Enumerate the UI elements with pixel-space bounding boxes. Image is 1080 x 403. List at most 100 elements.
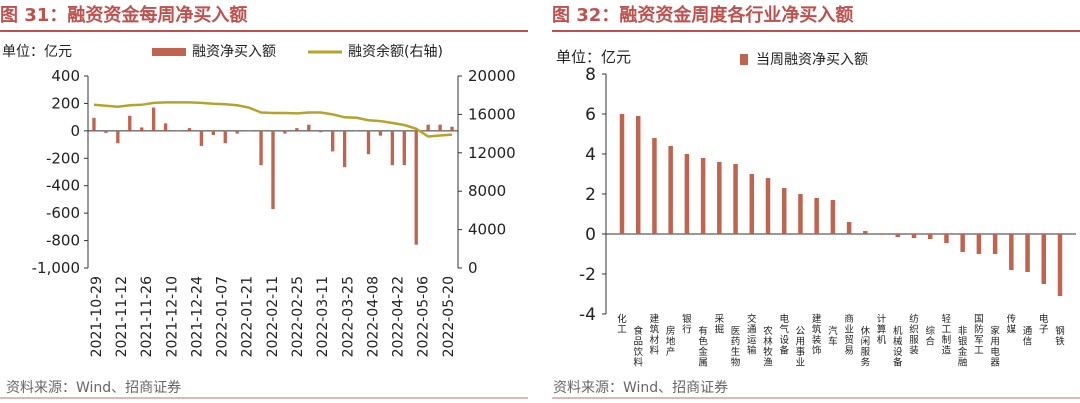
industry-net-buy-bar [635,116,641,234]
industry-net-buy-bar [1057,234,1063,296]
left-y-tick-label: -200 [46,149,80,167]
right-y-tick-label: 12000 [468,144,516,162]
industry-category-label: 公用事业 [796,326,806,369]
net-buy-bar [151,107,156,131]
net-buy-bar [331,130,335,152]
industry-category-label: 纺织服装 [909,313,919,357]
right-chart-y-tick-label: 4 [585,145,596,165]
left-x-tick-label: 2022-01-07 [215,276,231,357]
net-buy-bar [247,130,251,132]
right-chart-y-tick-label: 6 [585,105,596,125]
left-x-tick-label: 2022-05-06 [416,276,432,357]
net-buy-bar [104,130,108,133]
left-x-tick-label: 2022-03-11 [315,276,331,357]
industry-net-buy-bar [814,198,819,234]
industry-category-label: 通信 [1023,326,1033,348]
right-chart-title: 图 32：融资资金周度各行业净买入额 [552,5,854,26]
right-y-tick-label: 16000 [468,105,516,123]
industry-net-buy-bar [992,234,998,254]
industry-net-buy-bar [1041,234,1047,284]
industry-category-label: 采掘 [715,314,725,336]
left-x-tick-label: 2022-05-20 [441,276,457,357]
industry-category-label: 交通运输 [747,313,757,357]
industry-category-label: 电子 [1039,313,1049,336]
industry-net-buy-bar [781,188,787,234]
left-x-tick-label: 2022-01-21 [240,276,256,357]
industry-category-label: 建筑材料 [650,313,660,357]
industry-net-buy-bar [717,162,722,234]
net-buy-bar [199,130,204,146]
net-buy-bar [402,130,406,166]
industry-net-buy-bar [879,234,884,235]
industry-category-label: 银行 [682,313,692,336]
left-x-tick-label: 2022-03-25 [340,276,356,357]
left-x-tick-label: 2021-11-12 [114,276,130,357]
net-buy-bar [438,124,442,131]
right-bottom-rule [552,397,1080,399]
legend-line-label: 融资余额(右轴) [348,43,443,60]
net-buy-bar [283,130,287,134]
net-buy-bar [211,130,215,135]
net-buy-bar [116,130,120,144]
industry-category-label: 计算机 [877,313,887,346]
industry-category-label: 有色金属 [698,325,708,369]
left-x-tick-label: 2022-02-11 [265,276,281,357]
net-buy-bar [354,130,359,132]
net-buy-bar [92,117,96,131]
industry-net-buy-bar [863,231,868,234]
net-buy-bar [140,127,144,131]
right-source-note: 资料来源：Wind、招商证券 [553,380,729,396]
net-buy-bar [378,130,383,136]
industry-category-label: 食品饮料 [633,325,643,369]
net-buy-bar [390,130,395,166]
net-buy-bar [366,130,371,155]
industry-category-label: 非银金融 [958,325,968,369]
right-title-rule [552,30,1080,32]
industry-net-buy-bar [927,234,933,239]
net-buy-bar [295,128,299,131]
right-y-tick-label: 8000 [468,182,506,200]
industry-category-label: 国防军工 [974,314,984,357]
balance-line [93,101,453,138]
net-buy-bar [128,115,132,131]
left-title-rule [0,30,528,32]
industry-category-label: 综合 [925,325,935,348]
industry-net-buy-bar [960,234,965,252]
right-y-tick-label: 4000 [468,221,506,239]
industry-net-buy-bar [652,138,657,234]
industry-category-label: 机械设备 [893,325,903,369]
right-unit-label: 单位：亿元 [556,48,631,66]
industry-net-buy-bar [619,114,625,234]
net-buy-bar [223,130,227,144]
left-y-tick-label: 0 [70,122,80,140]
industry-net-buy-bar [765,178,771,234]
industry-category-label: 化工 [617,313,627,336]
industry-category-label: 传媒 [1007,313,1017,336]
left-x-tick-label: 2022-04-22 [391,276,407,357]
industry-category-label: 农林牧渔 [763,325,773,369]
legend-bar-swatch [152,48,186,56]
left-bottom-rule [0,397,528,399]
left-y-tick-label: 200 [51,94,80,112]
right-y-tick-label: 0 [468,259,478,277]
net-buy-bar [175,130,180,132]
industry-net-buy-bar [700,158,706,234]
net-buy-bar [235,130,239,134]
left-x-tick-label: 2021-10-29 [89,276,105,357]
left-y-tick-label: -800 [46,232,80,250]
left-x-tick-label: 2022-04-08 [365,276,381,357]
right-chart-y-tick-label: 2 [585,185,596,205]
left-unit-label: 单位：亿元 [2,44,72,60]
industry-category-label: 钢铁 [1055,325,1065,348]
industry-net-buy-bar [749,174,755,234]
industry-category-label: 医药生物 [731,326,741,369]
industry-category-label: 商业贸易 [844,313,854,357]
left-y-tick-label: 400 [51,67,80,85]
industry-net-buy-bar [895,234,901,237]
net-buy-bar [450,126,454,131]
right-chart-y-tick-label: -4 [579,305,596,325]
left-y-tick-label: -1,000 [32,259,80,277]
industry-net-buy-bar [684,154,690,234]
left-x-tick-label: 2021-12-10 [164,276,180,357]
net-buy-bar [187,128,192,131]
